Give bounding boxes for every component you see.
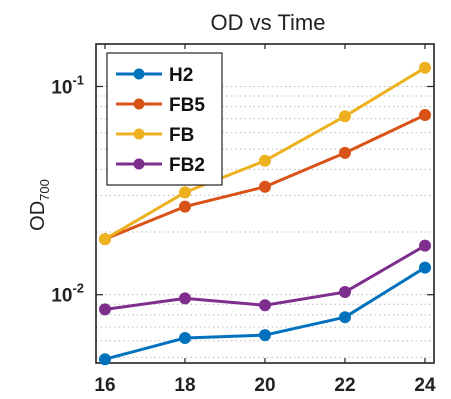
legend-label-fb: FB — [169, 125, 194, 146]
x-axis: 16 18 20 22 24 — [94, 44, 436, 396]
x-tick-label: 16 — [94, 375, 115, 396]
data-point-h2 — [99, 353, 111, 366]
data-point-h2 — [339, 311, 351, 324]
y-axis-label-main: OD — [27, 201, 49, 231]
legend: H2 FB5 FB FB2 — [106, 52, 223, 186]
x-tick-label: 22 — [334, 375, 355, 396]
legend-label-fb2: FB2 — [169, 155, 205, 176]
data-point-fb2 — [179, 292, 191, 305]
legend-marker-fb — [133, 128, 145, 140]
data-point-fb — [259, 154, 271, 167]
y-tick-base: 10 — [51, 286, 72, 307]
series-lines — [99, 61, 431, 366]
y-tick-base: 10 — [51, 78, 72, 99]
data-point-h2 — [419, 261, 431, 274]
y-tick-exponent: -1 — [72, 73, 84, 88]
data-point-fb5 — [419, 108, 431, 121]
x-tick-label: 20 — [254, 375, 275, 396]
data-point-fb2 — [339, 286, 351, 299]
x-tick-label: 18 — [174, 375, 195, 396]
chart-title: OD vs Time — [211, 10, 326, 35]
data-point-fb5 — [339, 146, 351, 159]
data-point-fb5 — [179, 200, 191, 213]
data-point-fb2 — [259, 299, 271, 312]
data-point-fb2 — [99, 303, 111, 316]
x-tick-label: 24 — [414, 375, 436, 396]
legend-label-fb5: FB5 — [169, 95, 205, 116]
data-point-fb2 — [419, 239, 431, 252]
y-tick-exponent: -2 — [72, 281, 84, 296]
data-point-h2 — [259, 329, 271, 342]
data-point-fb5 — [259, 180, 271, 193]
y-tick-label: 10-1 — [51, 73, 84, 99]
data-point-h2 — [179, 331, 191, 344]
y-axis-label: OD700 — [27, 179, 52, 231]
legend-marker-fb2 — [133, 158, 145, 170]
data-point-fb — [179, 186, 191, 199]
y-axis: 10-210-1 — [51, 73, 434, 307]
y-tick-label: 10-2 — [51, 281, 84, 307]
data-point-fb — [339, 110, 351, 123]
data-point-fb — [99, 233, 111, 246]
y-axis-label-subscript: 700 — [37, 179, 52, 201]
legend-marker-h2 — [133, 68, 145, 80]
legend-marker-fb5 — [133, 98, 145, 110]
data-point-fb — [419, 61, 431, 74]
series-line-h2 — [104, 266, 426, 361]
legend-label-h2: H2 — [169, 65, 193, 86]
